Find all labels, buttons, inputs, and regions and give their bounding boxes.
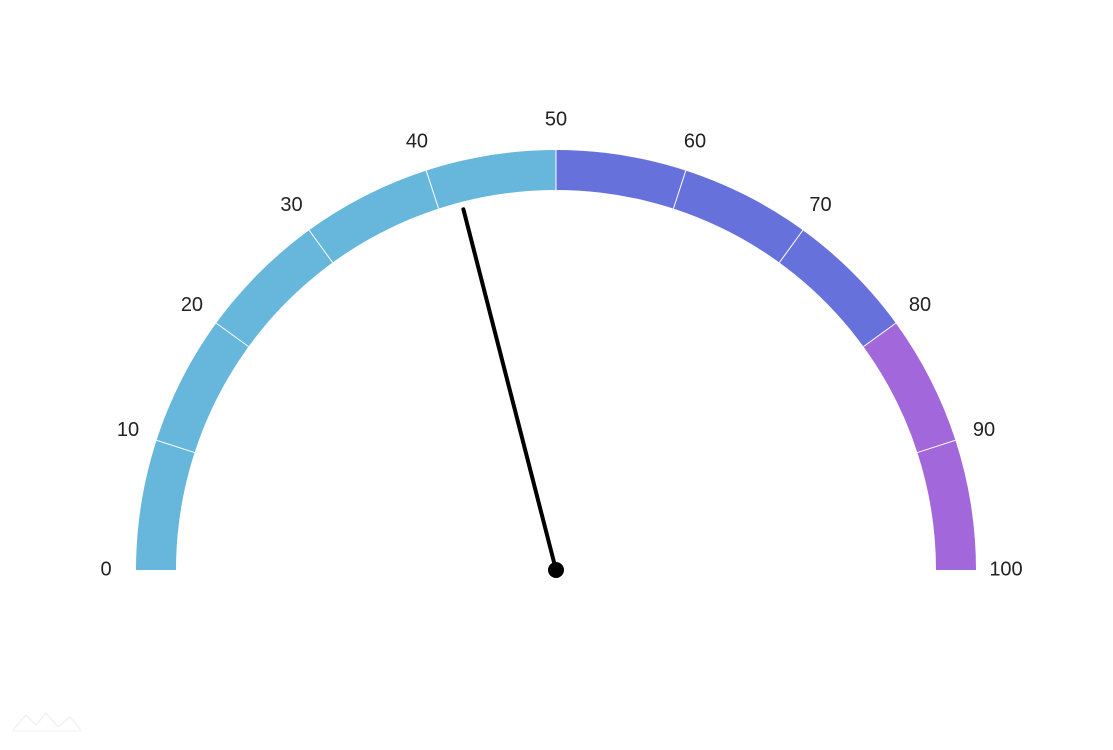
amcharts-watermark bbox=[12, 707, 82, 738]
gauge-range-0 bbox=[136, 150, 556, 570]
gauge-range-1 bbox=[556, 150, 896, 347]
gauge-tick-label: 10 bbox=[117, 419, 139, 441]
gauge-tick-label: 50 bbox=[545, 108, 567, 130]
gauge-tick-label: 40 bbox=[406, 130, 428, 152]
gauge-range-2 bbox=[863, 323, 976, 570]
gauge-tick-label: 60 bbox=[684, 130, 706, 152]
gauge-needle bbox=[463, 209, 557, 576]
gauge-tick-label: 100 bbox=[989, 558, 1022, 580]
gauge-tick-label: 30 bbox=[280, 194, 302, 216]
gauge-tick-label: 20 bbox=[181, 294, 203, 316]
gauge-tick-label: 70 bbox=[809, 194, 831, 216]
gauge-tick-label: 0 bbox=[100, 558, 111, 580]
gauge-pin bbox=[548, 562, 564, 578]
gauge-tick-label: 80 bbox=[909, 294, 931, 316]
gauge-tick-label: 90 bbox=[973, 419, 995, 441]
